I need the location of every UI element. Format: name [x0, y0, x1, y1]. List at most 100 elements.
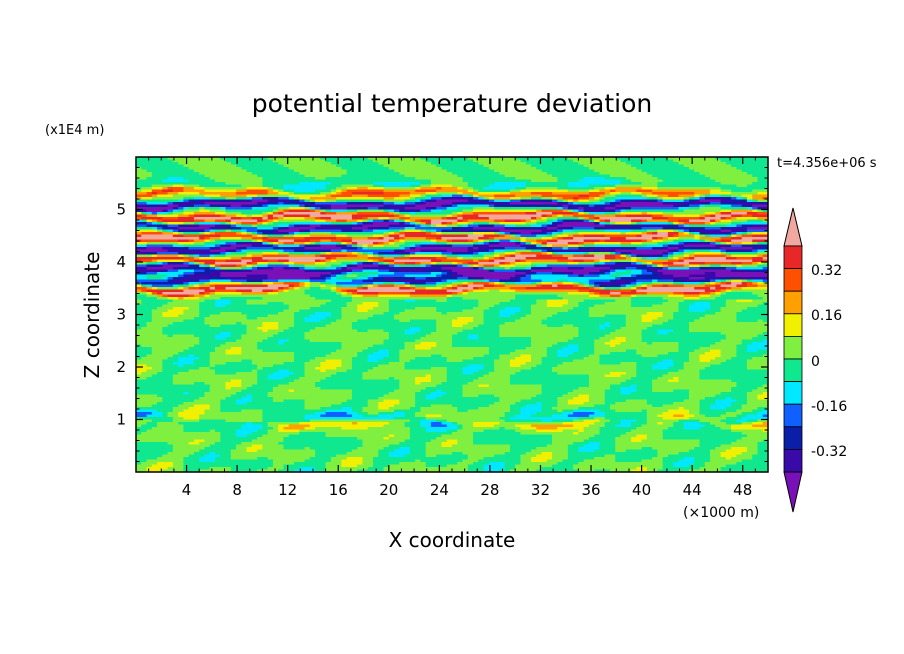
field-cell	[736, 199, 743, 203]
field-cell	[631, 194, 637, 198]
field-cell	[157, 189, 163, 193]
field-cell	[167, 169, 174, 173]
field-cell	[604, 179, 611, 183]
field-cell	[715, 177, 722, 181]
field-cell	[599, 202, 606, 206]
field-cell	[367, 172, 374, 176]
field-cell	[441, 192, 448, 196]
field-cell	[215, 172, 221, 176]
field-cell	[230, 182, 237, 186]
field-cell	[283, 172, 290, 176]
field-cell	[436, 177, 443, 181]
field-cell	[457, 157, 464, 161]
field-cell	[220, 177, 227, 181]
field-cell	[452, 192, 458, 196]
field-cell	[720, 174, 727, 178]
field-cell	[667, 167, 674, 171]
field-cell	[678, 202, 685, 206]
field-cell	[625, 192, 632, 196]
field-cell	[230, 179, 237, 183]
field-cell	[504, 209, 511, 213]
field-cell	[515, 212, 522, 216]
field-cell	[209, 194, 216, 198]
field-cell	[330, 169, 337, 173]
field-cell	[483, 189, 490, 193]
field-cell	[562, 187, 569, 191]
field-cell	[509, 157, 516, 161]
field-cell	[157, 177, 163, 181]
field-cell	[446, 179, 453, 183]
field-cell	[741, 192, 748, 196]
field-cell	[641, 162, 648, 166]
field-cell	[683, 204, 690, 208]
field-cell	[136, 199, 142, 203]
field-cell	[552, 179, 558, 183]
field-cell	[188, 197, 195, 201]
field-cell	[741, 162, 748, 166]
field-cell	[288, 182, 295, 186]
field-cell	[141, 192, 148, 196]
field-cell	[457, 207, 464, 211]
field-cell	[341, 194, 348, 198]
field-cell	[631, 179, 637, 183]
field-cell	[499, 162, 506, 166]
field-cell	[652, 167, 658, 171]
field-cell	[236, 192, 242, 196]
field-cell	[478, 182, 485, 186]
field-cell	[146, 162, 153, 166]
field-cell	[404, 199, 411, 203]
field-cell	[752, 204, 759, 208]
field-cell	[573, 197, 579, 201]
field-cell	[531, 187, 537, 191]
field-cell	[567, 172, 574, 176]
field-cell	[473, 184, 479, 188]
field-cell	[193, 159, 200, 163]
field-cell	[157, 159, 163, 163]
field-cell	[678, 212, 685, 216]
field-cell	[467, 192, 474, 196]
field-cell	[720, 199, 727, 203]
field-cell	[241, 212, 248, 216]
field-cell	[483, 182, 490, 186]
field-cell	[267, 192, 274, 196]
field-cell	[715, 192, 722, 196]
field-cell	[151, 209, 158, 213]
field-cell	[346, 212, 353, 216]
field-cell	[404, 157, 411, 161]
field-cell	[578, 172, 585, 176]
field-cell	[699, 207, 706, 211]
field-cell	[541, 174, 548, 178]
field-cell	[667, 197, 674, 201]
field-cell	[578, 199, 585, 203]
field-cell	[525, 194, 532, 198]
field-cell	[267, 207, 274, 211]
field-cell	[467, 159, 474, 163]
field-cell	[178, 169, 184, 173]
field-cell	[299, 182, 306, 186]
field-cell	[367, 204, 374, 208]
field-cell	[615, 159, 622, 163]
field-cell	[536, 164, 543, 168]
field-cell	[225, 192, 232, 196]
field-cell	[441, 172, 448, 176]
field-cell	[631, 204, 637, 208]
field-cell	[494, 182, 500, 186]
field-cell	[373, 197, 379, 201]
field-cell	[531, 179, 537, 183]
field-cell	[562, 162, 569, 166]
field-cell	[473, 192, 479, 196]
field-cell	[699, 209, 706, 213]
field-cell	[673, 172, 680, 176]
field-cell	[657, 189, 664, 193]
field-cell	[588, 177, 595, 181]
field-cell	[272, 202, 279, 206]
field-cell	[583, 197, 590, 201]
field-cell	[667, 202, 674, 206]
field-cell	[562, 174, 569, 178]
field-cell	[436, 187, 443, 191]
field-cell	[294, 199, 300, 203]
field-cell	[404, 179, 411, 183]
field-cell	[646, 167, 653, 171]
field-cell	[573, 192, 579, 196]
field-cell	[657, 204, 664, 208]
